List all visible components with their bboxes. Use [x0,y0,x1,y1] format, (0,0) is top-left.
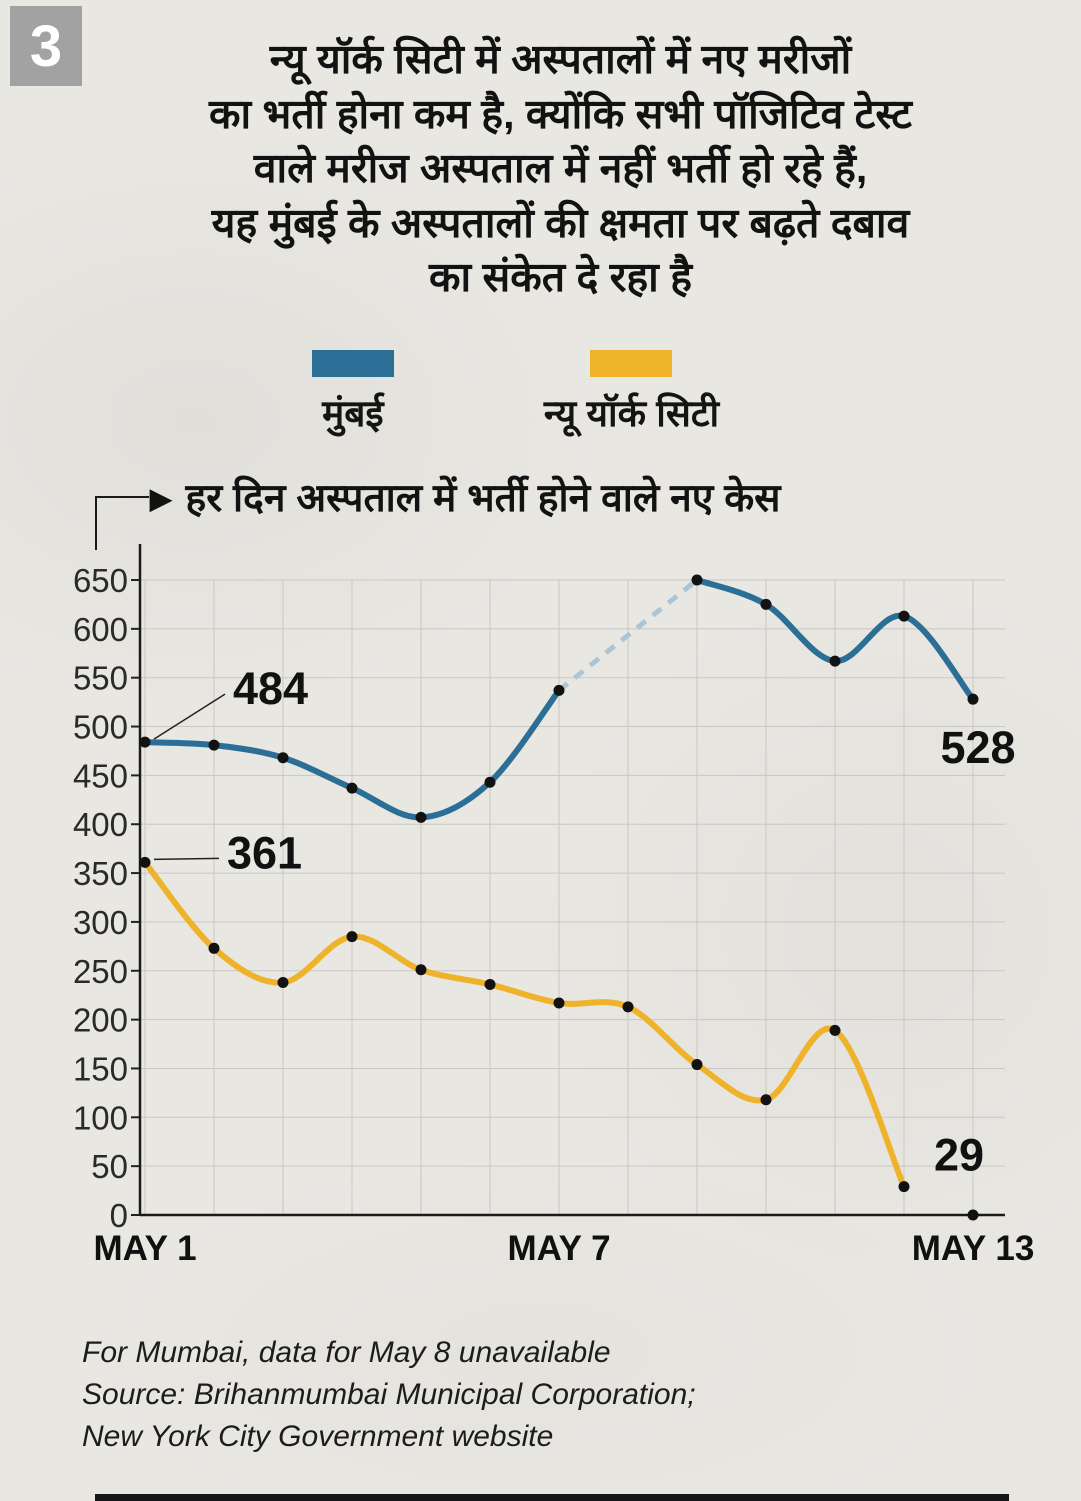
svg-text:0: 0 [110,1197,128,1234]
svg-text:MAY 7: MAY 7 [507,1229,610,1268]
legend-label-mumbai: मुंबई [322,393,384,434]
svg-text:550: 550 [73,660,128,697]
axis-title-text: हर दिन अस्पताल में भर्ती होने वाले नए के… [185,477,781,520]
footnote-line: New York City Government website [82,1420,554,1453]
svg-text:361: 361 [227,827,302,878]
svg-text:400: 400 [73,806,128,843]
svg-text:200: 200 [73,1002,128,1039]
legend-item-nyc: न्यू यॉर्क सिटी [544,350,719,437]
axis-title: ▶ हर दिन अस्पताल में भर्ती होने वाले नए … [150,470,1061,523]
axis-callout-line [95,496,149,550]
svg-text:500: 500 [73,709,128,746]
footnote-line: Source: Brihanmumbai Municipal Corporati… [82,1378,696,1411]
title-line: वाले मरीज अस्पताल में नहीं भर्ती हो रहे … [253,145,868,192]
svg-text:250: 250 [73,953,128,990]
title-line: यह मुंबई के अस्पतालों की क्षमता पर बढ़ते… [211,199,910,246]
svg-text:600: 600 [73,611,128,648]
svg-text:29: 29 [934,1130,984,1181]
svg-text:300: 300 [73,904,128,941]
svg-text:484: 484 [233,663,308,714]
nyc-color-swatch [590,350,673,377]
svg-text:650: 650 [73,562,128,599]
footnote-line: For Mumbai, data for May 8 unavailable [82,1336,611,1369]
svg-text:450: 450 [73,757,128,794]
svg-text:100: 100 [73,1099,128,1136]
svg-text:150: 150 [73,1050,128,1087]
bottom-divider [95,1494,1009,1501]
footnote: For Mumbai, data for May 8 unavailable S… [82,1332,696,1458]
svg-text:MAY 1: MAY 1 [93,1229,196,1268]
chart-title: न्यू यॉर्क सिटी में अस्पतालों में नए मरी… [70,32,1051,305]
svg-text:528: 528 [940,722,1015,773]
svg-text:350: 350 [73,855,128,892]
legend-label-nyc: न्यू यॉर्क सिटी [543,393,720,434]
svg-text:MAY 13: MAY 13 [912,1229,1035,1268]
panel-number-badge: 3 [10,6,82,86]
title-line: न्यू यॉर्क सिटी में अस्पतालों में नए मरी… [269,36,852,82]
mumbai-color-swatch [311,350,394,377]
legend: मुंबई न्यू यॉर्क सिटी [0,350,1056,437]
title-line: का भर्ती होना कम है, क्योंकि सभी पॉजिटिव… [209,90,912,137]
legend-item-mumbai: मुंबई [311,350,394,437]
right-arrow-icon: ▶ [150,482,172,514]
svg-text:50: 50 [91,1148,128,1185]
title-line: का संकेत दे रहा है [429,254,692,301]
line-chart: 0 50 100 150 200 250 300 350 400 450 500 550 600 650 M… [73,544,1035,1268]
